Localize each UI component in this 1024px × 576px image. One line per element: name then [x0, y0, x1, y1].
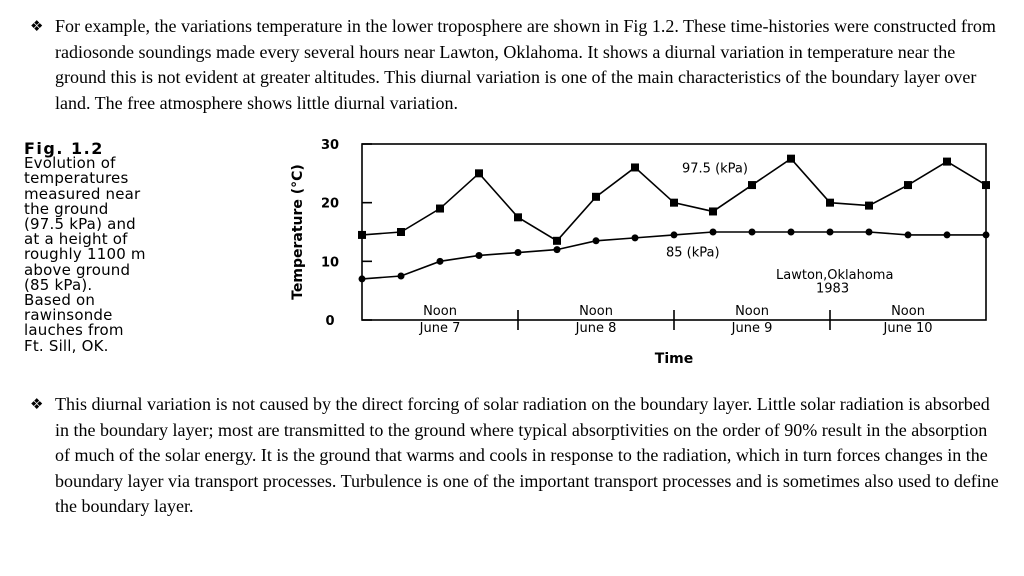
bullet-icon: ❖ — [30, 17, 44, 35]
data-point-marker — [475, 169, 483, 178]
series-label: 85 (kPa) — [666, 245, 720, 260]
data-point-marker — [475, 251, 483, 259]
figure-label: Fig. 1.2 — [24, 139, 104, 158]
data-point-marker — [436, 204, 444, 213]
data-point-marker — [631, 163, 639, 172]
data-point-marker — [670, 198, 678, 207]
noon-label: Noon — [735, 304, 769, 319]
data-point-marker — [787, 154, 795, 163]
data-point-marker — [826, 198, 834, 207]
temperature-chart: 0 10 20 30 Noon June 7 Noon June 8 Noon June 9 No… — [290, 138, 990, 367]
data-point-marker — [904, 231, 912, 239]
data-point-marker — [943, 157, 951, 166]
y-tick-label: 0 — [325, 314, 334, 329]
data-point-marker — [358, 275, 366, 283]
noon-label: Noon — [423, 304, 457, 319]
series-label: 97.5 (kPa) — [682, 161, 748, 176]
bullet-icon: ❖ — [30, 395, 44, 413]
data-point-marker — [397, 272, 405, 280]
data-point-marker — [943, 231, 951, 239]
day-label: June 8 — [575, 321, 617, 336]
paragraph-2-text: This diurnal variation is not caused by … — [55, 394, 999, 516]
data-point-marker — [748, 181, 756, 190]
data-point-marker — [865, 228, 873, 236]
data-point-marker — [553, 236, 561, 245]
day-label: June 7 — [419, 321, 461, 336]
data-point-marker — [826, 228, 834, 236]
data-point-marker — [709, 228, 717, 236]
noon-label: Noon — [579, 304, 613, 319]
year-annotation: 1983 — [816, 282, 849, 297]
data-point-marker — [982, 181, 990, 190]
y-tick-label: 20 — [321, 197, 339, 212]
data-point-marker — [553, 246, 561, 254]
y-tick-label: 10 — [321, 255, 339, 270]
data-point-marker — [787, 228, 795, 236]
day-label: June 10 — [883, 321, 933, 336]
data-point-marker — [904, 181, 912, 190]
day-label: June 9 — [731, 321, 773, 336]
data-point-marker — [397, 228, 405, 236]
data-point-marker — [982, 231, 990, 239]
data-point-marker — [436, 257, 444, 265]
data-point-marker — [592, 192, 600, 201]
paragraph-1-text: For example, the variations temperature … — [55, 16, 996, 113]
data-point-marker — [631, 234, 639, 242]
y-tick-label: 30 — [321, 138, 339, 153]
data-point-marker — [592, 237, 600, 245]
x-axis-label: Time — [655, 351, 693, 367]
data-point-marker — [748, 228, 756, 236]
y-axis-label: Temperature (°C) — [290, 164, 306, 300]
figure-caption: Fig. 1.2 Evolution of temperatures measu… — [24, 139, 269, 355]
data-point-marker — [709, 207, 717, 216]
data-point-marker — [670, 231, 678, 239]
data-point-marker — [514, 213, 522, 222]
location-annotation: Lawton,Oklahoma — [776, 268, 893, 283]
data-point-marker — [358, 230, 366, 239]
paragraph-2: ❖ This diurnal variation is not caused b… — [30, 392, 1005, 520]
figure-caption-text: Evolution of temperatures measured near … — [24, 154, 146, 355]
noon-label: Noon — [891, 304, 925, 319]
data-point-marker — [865, 201, 873, 210]
data-point-marker — [514, 249, 522, 257]
paragraph-1: ❖ For example, the variations temperatur… — [30, 14, 1005, 116]
